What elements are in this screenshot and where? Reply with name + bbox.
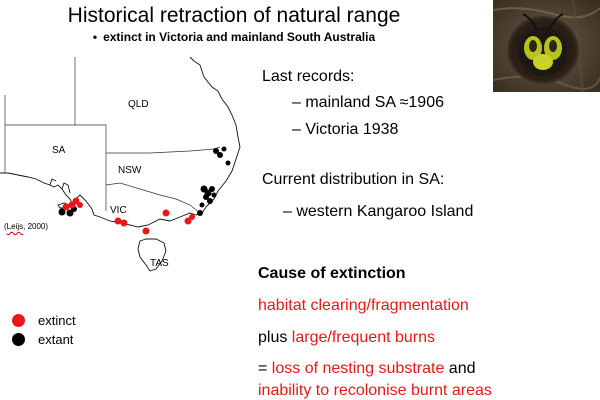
extant-point <box>207 198 213 204</box>
extant-point <box>58 208 66 216</box>
state-labels: QLD SA NSW VIC TAS <box>52 99 169 269</box>
range-map: QLD SA NSW VIC TAS <box>0 56 241 272</box>
extant-point <box>199 202 205 208</box>
extinct-point <box>184 217 192 225</box>
last-record-sa: – mainland SA ≈1906 <box>292 94 444 111</box>
bee-photo <box>493 0 600 92</box>
subtitle-text: extinct in Victoria and mainland South A… <box>103 30 376 44</box>
legend-extinct-marker <box>12 314 25 327</box>
slide-subtitle: • extinct in Victoria and mainland South … <box>0 30 468 44</box>
extinct-records <box>62 197 195 235</box>
extinct-point <box>72 197 80 205</box>
extant-point <box>213 148 219 154</box>
extinct-point <box>114 217 122 225</box>
cause-burns: large/frequent burns <box>291 329 435 346</box>
coastline <box>0 56 241 272</box>
state-borders <box>4 57 221 214</box>
label-sa: SA <box>52 145 66 156</box>
slide-title: Historical retraction of natural range <box>67 4 401 27</box>
label-tas: TAS <box>150 258 169 269</box>
label-nsw: NSW <box>118 165 142 176</box>
cause-nesting: loss of nesting substrate <box>271 360 445 377</box>
extinct-point <box>189 214 195 220</box>
extant-point <box>211 192 217 198</box>
cause-line-3: = loss of nesting substrate and <box>258 360 476 377</box>
extant-point <box>209 186 215 192</box>
cause-line-4: inability to recolonise burnt areas <box>258 382 492 399</box>
cause-heading: Cause of extinction <box>258 265 406 282</box>
cause-line-1: habitat clearing/fragmentation <box>258 297 469 314</box>
citation-author: Leijs <box>6 222 24 231</box>
extinct-point <box>162 209 170 217</box>
extant-records <box>58 146 231 217</box>
current-distribution-item: – western Kangaroo Island <box>283 203 474 220</box>
extant-point <box>66 209 74 217</box>
extant-point <box>217 152 223 158</box>
extant-point <box>203 194 209 200</box>
legend-extant-marker <box>12 333 25 346</box>
extant-point <box>225 160 231 166</box>
cause-line-2: plus large/frequent burns <box>258 329 435 346</box>
map-citation: (Leijs, 2000) <box>4 222 49 231</box>
extant-point <box>221 146 227 152</box>
extant-point <box>197 210 203 216</box>
legend-extinct-label: extinct <box>38 313 76 328</box>
legend-extant-label: extant <box>38 332 74 347</box>
extinct-point <box>62 203 70 211</box>
label-vic: VIC <box>110 205 127 216</box>
extinct-point <box>142 227 150 235</box>
extinct-point <box>77 202 83 208</box>
extinct-point <box>120 219 128 227</box>
label-qld: QLD <box>128 99 149 110</box>
current-distribution-heading: Current distribution in SA: <box>262 171 445 188</box>
bullet-icon: • <box>92 30 98 44</box>
last-records-heading: Last records: <box>262 68 355 85</box>
last-record-victoria: – Victoria 1938 <box>292 121 399 138</box>
